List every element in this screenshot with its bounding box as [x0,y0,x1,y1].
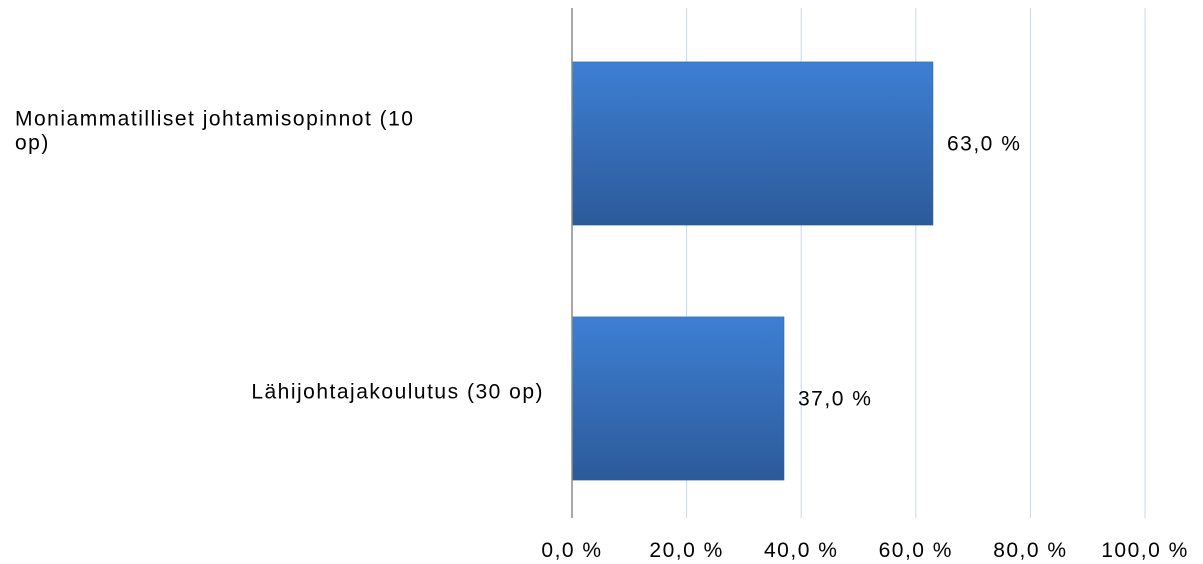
bar [571,61,934,226]
bars [571,61,934,481]
x-tick-label: 60,0 % [879,539,953,562]
category-label: Lähijohtajakoulutus (30 op) [251,381,544,404]
bar [571,316,785,481]
data-label: 37,0 % [798,388,872,411]
x-tick-label: 100,0 % [1101,539,1189,562]
x-tick-label: 40,0 % [764,539,838,562]
x-tick-labels: 0,0 % 20,0 % 40,0 % 60,0 % 80,0 % 100,0 % [541,539,1189,562]
x-tick-label: 20,0 % [649,539,723,562]
data-label: 63,0 % [947,133,1021,156]
x-tick-label: 80,0 % [993,539,1067,562]
category-label: Moniammatilliset johtamisopinnot (10 [15,108,415,131]
x-tick-label: 0,0 % [541,539,602,562]
data-labels: 63,0 % 37,0 % [798,133,1021,411]
category-label: op) [15,132,50,155]
